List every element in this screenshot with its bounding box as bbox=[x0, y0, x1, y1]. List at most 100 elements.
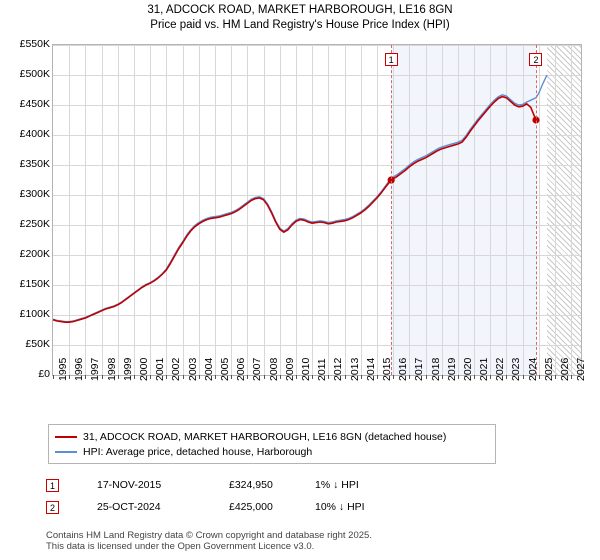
x-axis-tick-label: 2007 bbox=[251, 357, 264, 381]
x-axis-tick-mark bbox=[279, 375, 281, 379]
forecast-hatched-region bbox=[546, 45, 581, 375]
transaction-hpi-delta-2: 10% ↓ HPI bbox=[315, 501, 365, 513]
y-axis-tick-label: £450K bbox=[19, 98, 50, 110]
gridline-horizontal bbox=[53, 135, 581, 136]
transaction-date-1: 17-NOV-2015 bbox=[97, 479, 162, 491]
x-axis-tick-mark bbox=[344, 375, 346, 379]
gridline-vertical bbox=[538, 45, 540, 375]
x-axis-tick-mark bbox=[231, 375, 233, 379]
x-axis-tick-mark bbox=[69, 375, 71, 379]
transaction-price-1: £324,950 bbox=[229, 479, 273, 491]
y-axis-tick-label: £350K bbox=[19, 158, 50, 170]
y-axis-tick-label: £50K bbox=[25, 338, 50, 350]
x-axis-tick-mark bbox=[571, 375, 573, 379]
x-axis-tick-label: 2000 bbox=[137, 357, 150, 381]
transaction-price-2: £425,000 bbox=[229, 501, 273, 513]
gridline-horizontal bbox=[53, 315, 581, 316]
x-axis-tick-mark bbox=[182, 375, 184, 379]
gridline-vertical bbox=[166, 45, 168, 375]
gridline-vertical bbox=[247, 45, 249, 375]
x-axis-tick-mark bbox=[538, 375, 540, 379]
gridline-horizontal bbox=[53, 75, 581, 76]
footer-line-2: This data is licensed under the Open Gov… bbox=[46, 541, 315, 552]
gridline-vertical bbox=[150, 45, 152, 375]
y-axis: £0 £50K £100K £150K £200K £250K £300K £350K £400… bbox=[0, 34, 50, 386]
x-axis-tick-label: 2012 bbox=[332, 357, 345, 381]
x-axis-tick-label: 2004 bbox=[202, 357, 215, 381]
gridline-vertical bbox=[457, 45, 459, 375]
gridline-vertical bbox=[85, 45, 87, 375]
gridline-vertical bbox=[263, 45, 265, 375]
gridline-vertical bbox=[393, 45, 395, 375]
x-axis-tick-label: 2023 bbox=[510, 357, 523, 381]
y-axis-tick-label: £250K bbox=[19, 218, 50, 230]
x-axis-tick-mark bbox=[247, 375, 249, 379]
x-axis-tick-mark bbox=[295, 375, 297, 379]
series-line-hpi bbox=[53, 74, 548, 323]
x-axis-tick-mark bbox=[555, 375, 557, 379]
y-axis-tick-label: £200K bbox=[19, 248, 50, 260]
legend-label-property: 31, ADCOCK ROAD, MARKET HARBOROUGH, LE16… bbox=[83, 430, 447, 443]
y-axis-tick-label: £0 bbox=[38, 368, 50, 380]
x-axis-tick-mark bbox=[425, 375, 427, 379]
x-axis-tick-label: 1999 bbox=[121, 357, 134, 381]
gridline-horizontal bbox=[53, 345, 581, 346]
x-axis-tick-mark bbox=[263, 375, 265, 379]
x-axis-tick-label: 2013 bbox=[348, 357, 361, 381]
title-line-2: Price paid vs. HM Land Registry's House … bbox=[150, 19, 450, 31]
y-axis-tick-label: £100K bbox=[19, 308, 50, 320]
gridline-vertical bbox=[474, 45, 476, 375]
transaction-date-2: 25-OCT-2024 bbox=[97, 501, 161, 513]
gridline-vertical bbox=[198, 45, 200, 375]
x-axis-tick-label: 2019 bbox=[445, 357, 458, 381]
gridline-vertical bbox=[571, 45, 573, 375]
x-axis-tick-mark bbox=[376, 375, 378, 379]
x-axis-tick-label: 2020 bbox=[461, 357, 474, 381]
x-axis-tick-mark bbox=[117, 375, 119, 379]
x-axis-tick-label: 2021 bbox=[478, 357, 491, 381]
x-axis-tick-label: 2015 bbox=[380, 357, 393, 381]
legend-item-property: 31, ADCOCK ROAD, MARKET HARBOROUGH, LE16… bbox=[55, 429, 489, 444]
table-row: 1 17-NOV-2015 £324,950 1% ↓ HPI bbox=[46, 474, 506, 496]
x-axis-tick-label: 2005 bbox=[218, 357, 231, 381]
x-axis-tick-mark bbox=[328, 375, 330, 379]
x-axis-tick-mark bbox=[490, 375, 492, 379]
page-title: 31, ADCOCK ROAD, MARKET HARBOROUGH, LE16… bbox=[0, 3, 600, 33]
gridline-vertical bbox=[182, 45, 184, 375]
x-axis-tick-label: 1998 bbox=[105, 357, 118, 381]
x-axis-tick-mark bbox=[393, 375, 395, 379]
gridline-vertical bbox=[231, 45, 233, 375]
x-axis-tick-mark bbox=[360, 375, 362, 379]
x-axis-tick-mark bbox=[150, 375, 152, 379]
gridline-vertical bbox=[328, 45, 330, 375]
x-axis-tick-mark bbox=[101, 375, 103, 379]
x-axis-tick-mark bbox=[474, 375, 476, 379]
transaction-index-2: 2 bbox=[46, 500, 59, 514]
x-axis-tick-mark bbox=[198, 375, 200, 379]
x-axis-tick-label: 2026 bbox=[559, 357, 572, 381]
x-axis-tick-label: 2009 bbox=[283, 357, 296, 381]
y-axis-tick-label: £150K bbox=[19, 278, 50, 290]
sale-event-marker-2: 2 bbox=[529, 53, 543, 66]
x-axis-tick-label: 2022 bbox=[494, 357, 507, 381]
x-axis-tick-label: 1996 bbox=[73, 357, 86, 381]
x-axis-tick-label: 1997 bbox=[89, 357, 102, 381]
gridline-vertical bbox=[441, 45, 443, 375]
transaction-hpi-delta-1: 1% ↓ HPI bbox=[315, 479, 359, 491]
x-axis-tick-label: 1995 bbox=[57, 357, 69, 381]
series-line-property bbox=[53, 95, 537, 324]
x-axis-tick-label: 2025 bbox=[542, 357, 555, 381]
x-axis-tick-label: 2017 bbox=[413, 357, 426, 381]
series-lines bbox=[53, 74, 548, 324]
gridline-horizontal bbox=[53, 45, 581, 46]
chart-container: £0 £50K £100K £150K £200K £250K £300K £350K £400… bbox=[0, 34, 600, 414]
x-axis-tick-mark bbox=[214, 375, 216, 379]
gridline-vertical bbox=[117, 45, 119, 375]
gridline-vertical bbox=[376, 45, 378, 375]
legend-swatch-property bbox=[55, 435, 77, 438]
gridline-vertical bbox=[312, 45, 314, 375]
x-axis-tick-label: 2018 bbox=[429, 357, 442, 381]
x-axis-tick-label: 2011 bbox=[316, 358, 329, 381]
transaction-index-1: 1 bbox=[46, 478, 59, 492]
x-axis-tick-label: 2002 bbox=[170, 357, 183, 381]
